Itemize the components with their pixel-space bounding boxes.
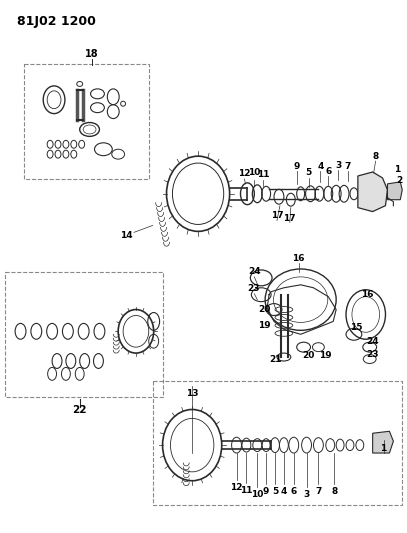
Text: 11: 11: [240, 486, 253, 495]
Polygon shape: [387, 182, 402, 200]
Text: 10: 10: [251, 490, 263, 499]
Text: 14: 14: [120, 231, 132, 240]
Text: 7: 7: [345, 161, 351, 171]
Text: 24: 24: [248, 268, 260, 277]
Text: 13: 13: [186, 389, 198, 398]
Text: 17: 17: [284, 214, 296, 223]
Text: 20: 20: [302, 351, 315, 360]
Text: 19: 19: [319, 351, 332, 360]
Text: 20: 20: [258, 305, 270, 314]
Text: 24: 24: [366, 337, 379, 346]
Text: 9: 9: [293, 161, 300, 171]
Text: 8: 8: [331, 487, 337, 496]
Text: 1: 1: [394, 165, 400, 174]
Text: 23: 23: [366, 350, 379, 359]
Text: 16: 16: [361, 290, 374, 299]
Text: 12: 12: [238, 169, 251, 179]
Text: 10: 10: [248, 168, 260, 177]
Text: 5: 5: [305, 168, 312, 177]
Text: 3: 3: [304, 490, 310, 499]
Text: 6: 6: [325, 166, 331, 175]
Text: 2: 2: [396, 176, 403, 185]
Bar: [153, 381, 402, 505]
Bar: [24, 64, 149, 179]
Text: 21: 21: [269, 354, 281, 364]
Text: 5: 5: [272, 487, 278, 496]
Text: 1: 1: [381, 443, 387, 453]
Text: 23: 23: [247, 284, 260, 293]
Text: 3: 3: [335, 160, 341, 169]
Text: 6: 6: [291, 487, 297, 496]
Text: 4: 4: [281, 487, 287, 496]
Polygon shape: [358, 172, 387, 212]
Bar: [5, 272, 162, 397]
Text: 4: 4: [317, 161, 324, 171]
Text: 9: 9: [263, 487, 269, 496]
Text: 17: 17: [271, 211, 283, 220]
Text: 16: 16: [293, 254, 305, 263]
Text: 18: 18: [85, 49, 98, 59]
Text: 11: 11: [257, 171, 269, 180]
Text: 22: 22: [72, 406, 87, 416]
Text: 12: 12: [230, 483, 243, 492]
Text: 8: 8: [372, 152, 379, 160]
Text: 19: 19: [258, 321, 271, 330]
Text: 81J02 1200: 81J02 1200: [17, 14, 96, 28]
Polygon shape: [373, 431, 394, 453]
Text: 7: 7: [315, 487, 322, 496]
Text: 15: 15: [350, 323, 362, 332]
